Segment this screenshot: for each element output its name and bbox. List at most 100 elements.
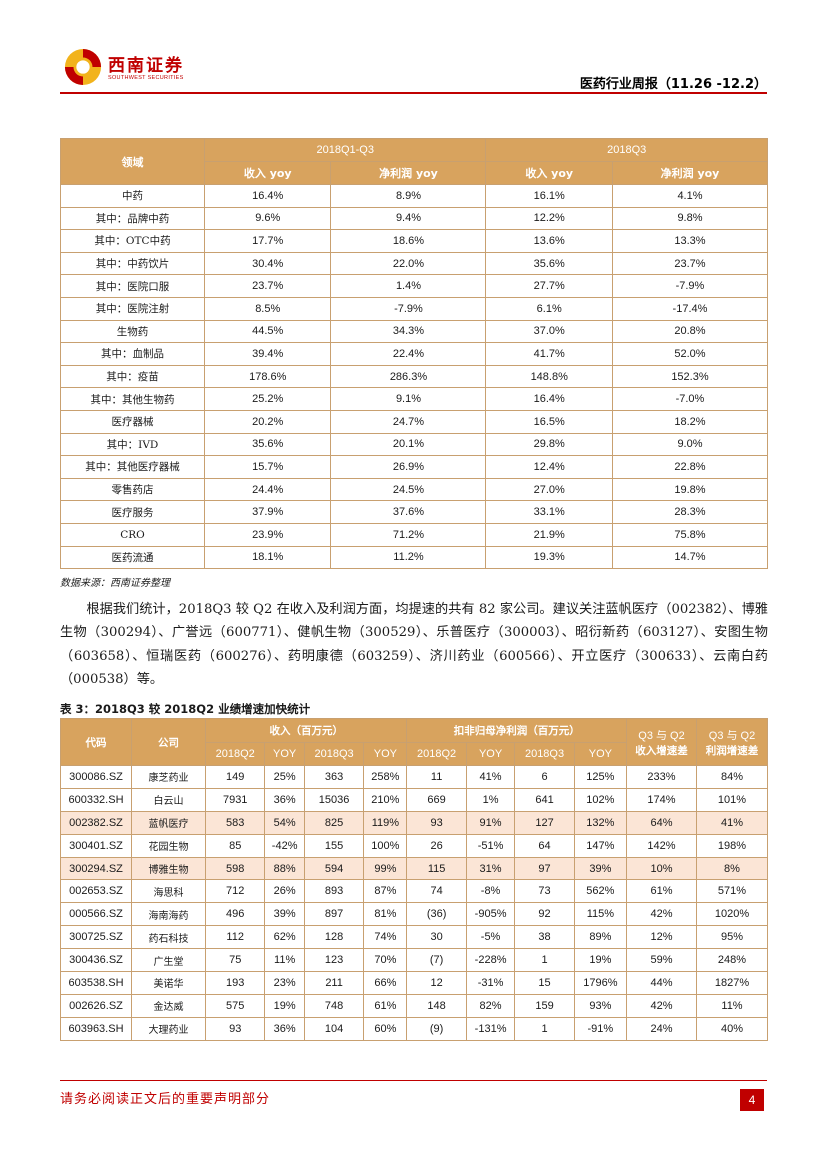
table-cell: 148.8% bbox=[485, 364, 613, 389]
table-row: 其中：血制品 39.4% 22.4% 41.7% 52.0% bbox=[60, 342, 769, 366]
company-name: 博雅生物 bbox=[131, 856, 206, 881]
table-cell: 88% bbox=[264, 856, 305, 881]
table-cell: 149 bbox=[204, 765, 266, 789]
table-cell: 104 bbox=[303, 1016, 365, 1041]
table-cell: 22.4% bbox=[330, 342, 487, 366]
table-cell: 825 bbox=[303, 810, 365, 835]
table-cell: 75 bbox=[204, 948, 266, 973]
table-cell: 6.1% bbox=[485, 296, 613, 321]
row-label: 生物药 bbox=[60, 319, 205, 344]
table-row: 300294.SZ 博雅生物 598 88% 594 99% 115 31% 97 39% 10% 8… bbox=[60, 856, 768, 881]
table-row: 002653.SZ 海思科 712 26% 893 87% 74 -8% 73 562% 61% 57… bbox=[60, 879, 768, 904]
col-header-q3: 2018Q3 bbox=[485, 138, 768, 162]
table-cell: 44% bbox=[626, 971, 697, 995]
table-row: 300401.SZ 花园生物 85 -42% 155 100% 26 -51% 64 147% 14… bbox=[60, 833, 768, 858]
table-cell: 571% bbox=[696, 879, 768, 904]
table-cell: 26 bbox=[406, 833, 467, 858]
table-cell: 893 bbox=[303, 879, 365, 904]
table-cell: 178.6% bbox=[203, 364, 332, 389]
table-row: 生物药 44.5% 34.3% 37.0% 20.8% bbox=[60, 319, 769, 344]
table-cell: -131% bbox=[465, 1016, 516, 1041]
table-cell: 100% bbox=[363, 833, 408, 858]
table-row: 医药流通 18.1% 11.2% 19.3% 14.7% bbox=[60, 545, 769, 570]
table-cell: 35.6% bbox=[203, 432, 332, 457]
analysis-paragraph: 根据我们统计，2018Q3 较 Q2 在收入及利润方面，均提速的共有 82 家公… bbox=[60, 598, 768, 691]
table-cell: 19.8% bbox=[611, 477, 769, 502]
table-row: 300086.SZ 康芝药业 149 25% 363 258% 11 41% 6 125% 233%… bbox=[60, 765, 768, 789]
row-label: 中药 bbox=[60, 184, 205, 208]
table-cell: 128 bbox=[303, 925, 365, 950]
table-cell: 19% bbox=[264, 993, 305, 1018]
footer-divider bbox=[60, 1080, 767, 1081]
table-cell: 11.2% bbox=[330, 545, 487, 570]
table-cell: 193 bbox=[204, 971, 266, 995]
stock-code: 603538.SH bbox=[60, 971, 132, 995]
table-cell: 112 bbox=[204, 925, 266, 950]
table-cell: (9) bbox=[406, 1016, 467, 1041]
table-cell: 20.2% bbox=[203, 409, 332, 434]
table-cell: 26% bbox=[264, 879, 305, 904]
table-cell: (36) bbox=[406, 902, 467, 927]
table-cell: 7931 bbox=[204, 787, 266, 812]
table-cell: 286.3% bbox=[330, 364, 487, 389]
table-cell: 18.1% bbox=[203, 545, 332, 570]
table-cell: 897 bbox=[303, 902, 365, 927]
table-cell: 39.4% bbox=[203, 342, 332, 366]
table-cell: 23.7% bbox=[611, 251, 769, 276]
table-cell: 583 bbox=[204, 810, 266, 835]
table-cell: 496 bbox=[204, 902, 266, 927]
table-title: 表 3：2018Q3 较 2018Q2 业绩增速加快统计 bbox=[60, 702, 311, 716]
table-cell: 22.8% bbox=[611, 455, 769, 479]
table-cell: 9.0% bbox=[611, 432, 769, 457]
table-row: 其中：其他生物药 25.2% 9.1% 16.4% -7.0% bbox=[60, 387, 769, 411]
stock-code: 000566.SZ bbox=[60, 902, 132, 927]
stock-code: 300725.SZ bbox=[60, 925, 132, 950]
table-cell: 174% bbox=[626, 787, 697, 812]
table-cell: 159 bbox=[514, 993, 575, 1018]
header-divider bbox=[60, 92, 767, 94]
table-cell: 669 bbox=[406, 787, 467, 812]
table-cell: 28.3% bbox=[611, 500, 769, 524]
brand-name-cn: 西南证券 bbox=[108, 56, 184, 76]
table-cell: 1.4% bbox=[330, 274, 487, 298]
stock-code: 603963.SH bbox=[60, 1016, 132, 1041]
table-cell: 9.1% bbox=[330, 387, 487, 411]
table-cell: 198% bbox=[696, 833, 768, 858]
table-cell: 30.4% bbox=[203, 251, 332, 276]
company-name: 海思科 bbox=[131, 879, 206, 904]
table-cell: 1% bbox=[465, 787, 516, 812]
table-cell: 233% bbox=[626, 765, 697, 789]
table-cell: 37.6% bbox=[330, 500, 487, 524]
table-cell: 40% bbox=[696, 1016, 768, 1041]
row-label: 其中：其他生物药 bbox=[60, 387, 205, 411]
table-row: 其中：OTC中药 17.7% 18.6% 13.6% 13.3% bbox=[60, 229, 769, 253]
row-label: 医药流通 bbox=[60, 545, 205, 570]
table-row: 中药 16.4% 8.9% 16.1% 4.1% bbox=[60, 184, 769, 208]
stock-code: 300401.SZ bbox=[60, 833, 132, 858]
company-name: 药石科技 bbox=[131, 925, 206, 950]
table-cell: 16.4% bbox=[203, 184, 332, 208]
table-row: 300436.SZ 广生堂 75 11% 123 70% (7) -228% 1 19% 59% 24… bbox=[60, 948, 768, 973]
row-label: 其中：OTC中药 bbox=[60, 229, 205, 253]
row-label: 其中：血制品 bbox=[60, 342, 205, 366]
table-cell: 41% bbox=[465, 765, 516, 789]
table-cell: -7.0% bbox=[611, 387, 769, 411]
company-name: 金达威 bbox=[131, 993, 206, 1018]
col-subheader: YOY bbox=[363, 742, 408, 766]
table-cell: 75.8% bbox=[611, 522, 769, 547]
table-row: 其中：疫苗 178.6% 286.3% 148.8% 152.3% bbox=[60, 364, 769, 389]
table-cell: 64% bbox=[626, 810, 697, 835]
table-row: 002382.SZ 蓝帆医疗 583 54% 825 119% 93 91% 127 132% 64… bbox=[60, 810, 768, 835]
table-cell: 363 bbox=[303, 765, 365, 789]
table-row: 其中：IVD 35.6% 20.1% 29.8% 9.0% bbox=[60, 432, 769, 457]
table-cell: 132% bbox=[573, 810, 628, 835]
table-cell: 148 bbox=[406, 993, 467, 1018]
table-row: 603963.SH 大理药业 93 36% 104 60% (9) -131% 1 -91% 24%… bbox=[60, 1016, 768, 1041]
table-cell: 97 bbox=[514, 856, 575, 881]
table-row: 其中：医院注射 8.5% -7.9% 6.1% -17.4% bbox=[60, 296, 769, 321]
data-source-note: 数据来源：西南证券整理 bbox=[60, 578, 170, 589]
row-label: 医疗器械 bbox=[60, 409, 205, 434]
table-cell: 37.9% bbox=[203, 500, 332, 524]
table-cell: 19% bbox=[573, 948, 628, 973]
table-cell: 25% bbox=[264, 765, 305, 789]
